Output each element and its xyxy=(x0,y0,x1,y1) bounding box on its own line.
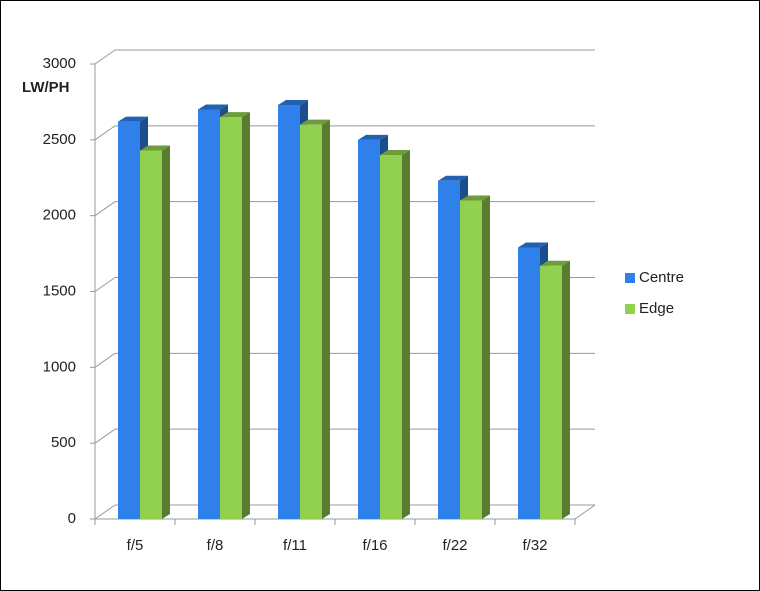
bar-top xyxy=(540,260,570,266)
bar-top xyxy=(198,104,228,110)
x-tick-label: f/11 xyxy=(283,537,307,554)
grid-line xyxy=(94,504,116,520)
y-tick-label: 500 xyxy=(51,434,76,451)
y-tick-label: 0 xyxy=(68,510,76,527)
bar-top xyxy=(300,119,330,125)
bar xyxy=(518,247,540,519)
bar xyxy=(300,124,322,520)
bar xyxy=(380,155,402,519)
bar xyxy=(460,200,482,519)
bar xyxy=(198,109,220,519)
y-tick-label: 1000 xyxy=(43,358,76,375)
x-tick-label: f/22 xyxy=(442,537,467,554)
x-tick-label: f/5 xyxy=(127,537,144,554)
x-tick-label: f/16 xyxy=(362,537,387,554)
bar xyxy=(220,117,242,519)
bar xyxy=(540,265,562,519)
bar-side xyxy=(482,195,490,519)
y-tick-label: 3000 xyxy=(43,55,76,72)
bar-top xyxy=(460,195,490,201)
bar xyxy=(358,139,380,520)
grid-line xyxy=(94,277,116,292)
grid-line xyxy=(94,201,116,217)
bar xyxy=(278,104,300,519)
bar-side xyxy=(322,119,330,520)
bar-top xyxy=(220,112,250,118)
bar-side xyxy=(162,145,170,519)
bar-top xyxy=(118,116,148,122)
legend-label: Centre xyxy=(639,269,684,286)
legend-swatch xyxy=(625,273,635,283)
x-tick-label: f/8 xyxy=(207,537,224,554)
grid-line xyxy=(94,352,116,368)
grid-line xyxy=(94,49,116,65)
floor-line xyxy=(574,504,596,520)
legend-label: Edge xyxy=(639,300,674,317)
grid-line xyxy=(94,125,116,141)
grid-line xyxy=(94,428,116,444)
bar-top xyxy=(518,242,548,248)
legend-swatch xyxy=(625,304,635,314)
x-tick-label: f/32 xyxy=(522,537,547,554)
bar-top xyxy=(140,145,170,151)
y-tick-label: 1500 xyxy=(43,282,76,299)
bar xyxy=(140,150,162,519)
bar-side xyxy=(402,150,410,519)
bar-side xyxy=(242,112,250,519)
bar-top xyxy=(380,150,410,155)
y-axis-label: LW/PH xyxy=(22,79,70,96)
bar-top xyxy=(438,175,468,181)
bar xyxy=(118,121,140,519)
bar-top xyxy=(358,134,388,140)
bar-side xyxy=(562,260,570,519)
bar xyxy=(438,180,460,520)
y-tick-label: 2500 xyxy=(43,131,76,148)
bar-top xyxy=(278,99,308,105)
y-tick-label: 2000 xyxy=(43,207,76,224)
